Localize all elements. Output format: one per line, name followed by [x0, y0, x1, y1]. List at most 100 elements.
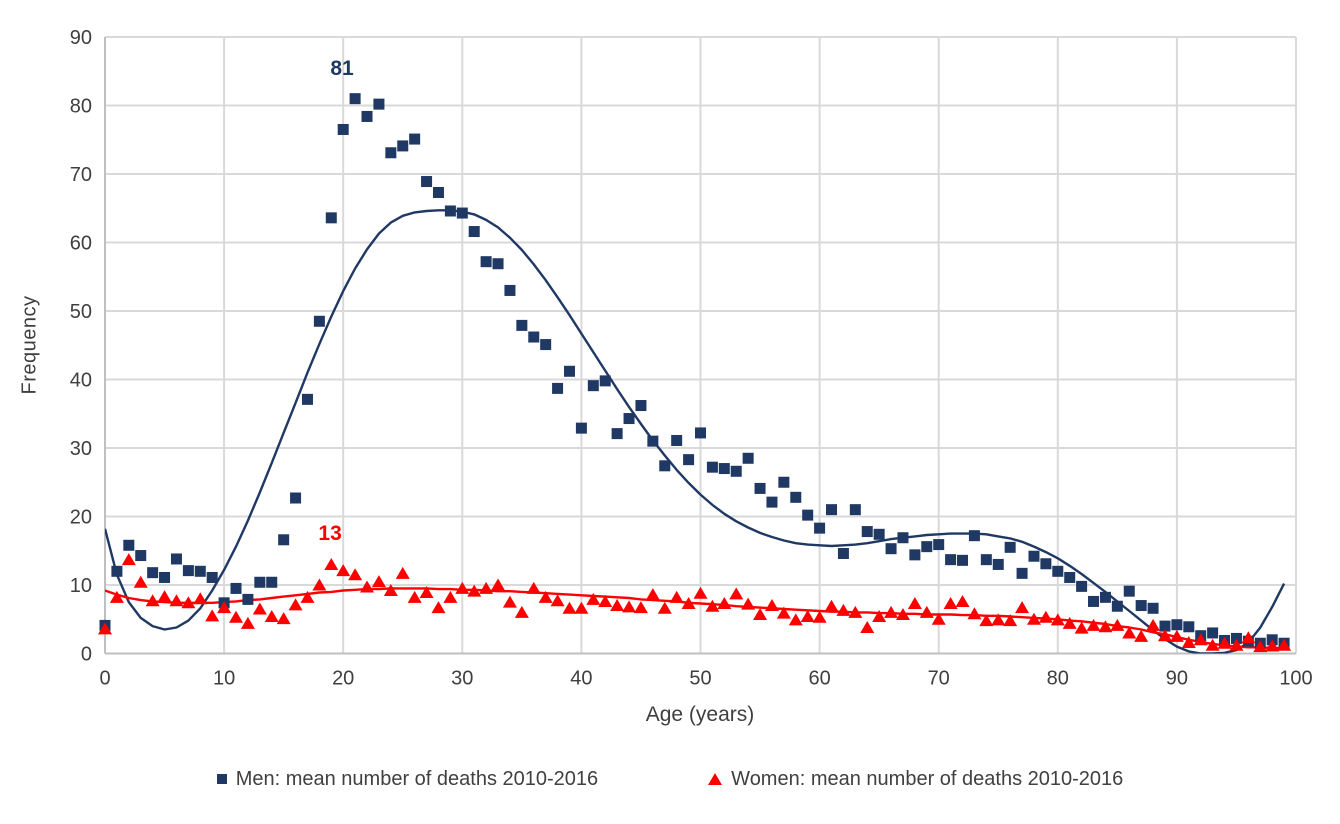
men-data-point [718, 463, 730, 475]
men-data-point [921, 541, 933, 553]
women-data-point [931, 612, 946, 625]
men-data-point [957, 554, 969, 566]
men-data-point [1099, 591, 1111, 603]
men-data-point [1111, 600, 1123, 612]
men-data-point [540, 339, 552, 351]
men-data-point [468, 226, 480, 238]
men-data-point [1016, 567, 1028, 579]
legend-label-women: Women: mean number of deaths 2010-2016 [731, 767, 1124, 790]
men-data-point [1207, 627, 1219, 639]
women-data-point [288, 598, 303, 611]
men-data-point [802, 509, 814, 521]
women-data-point [348, 568, 363, 581]
men-data-point [385, 147, 397, 159]
men-data-point [325, 212, 337, 224]
women-data-point [1146, 618, 1161, 631]
women-data-point [300, 590, 315, 603]
men-data-point [837, 547, 849, 559]
women-data-point [443, 590, 458, 603]
men-data-point [123, 539, 135, 551]
women-data-point [467, 584, 482, 597]
women-data-point [729, 587, 744, 600]
men-data-point [301, 393, 313, 405]
men-data-point [349, 93, 361, 105]
women-data-point [860, 620, 875, 633]
men-data-point [1171, 619, 1183, 631]
women-data-point [193, 592, 208, 605]
women-data-point [1157, 629, 1172, 642]
women-data-point [1241, 631, 1256, 644]
men-data-point [992, 558, 1004, 570]
women-data-point [121, 553, 136, 566]
women-data-point [419, 586, 434, 599]
men-data-point [159, 571, 171, 583]
men-data-point [790, 491, 802, 503]
women-data-point [526, 581, 541, 594]
men-data-point [337, 123, 349, 135]
men-data-point [290, 492, 302, 504]
men-data-point [480, 256, 492, 268]
women-data-point [1062, 616, 1077, 629]
y-tick-label: 40 [70, 370, 92, 392]
men-data-point [206, 571, 218, 583]
women-data-point [753, 607, 768, 620]
men-data-point [1076, 580, 1088, 592]
women-data-point [181, 596, 196, 609]
men-data-point [587, 380, 599, 392]
women-data-point [1169, 629, 1184, 642]
women-data-point [705, 599, 720, 612]
men-data-point [1004, 541, 1016, 553]
x-tick-label: 90 [1166, 668, 1188, 690]
men-data-point [361, 110, 373, 122]
women-data-point [145, 594, 160, 607]
women-data-point [514, 605, 529, 618]
women-data-point [776, 606, 791, 619]
men-data-point [695, 427, 706, 439]
women-data-point [371, 575, 386, 588]
women-data-point [538, 590, 553, 603]
legend-item-women: Women: mean number of deaths 2010-2016 [708, 768, 1123, 791]
women-data-point [788, 613, 803, 626]
y-tick-label: 30 [70, 438, 92, 460]
women-data-point [324, 557, 339, 570]
men-data-point [766, 496, 778, 508]
men-data-point [754, 482, 766, 494]
men-data-point [313, 315, 325, 327]
women-data-point [1217, 636, 1232, 649]
women-data-point [764, 599, 779, 612]
women-data-point [1086, 618, 1101, 631]
women-data-point [645, 588, 660, 601]
women-data-point [848, 605, 863, 618]
women-data-point [157, 590, 172, 603]
women-data-point [717, 596, 732, 609]
men-data-point [1183, 621, 1195, 633]
women-data-point [1265, 639, 1280, 652]
x-tick-label: 70 [928, 668, 950, 690]
men-data-point [194, 565, 206, 577]
y-tick-label: 50 [70, 301, 92, 323]
men-data-point [980, 554, 992, 566]
x-tick-label: 40 [570, 668, 592, 690]
men-data-point [814, 522, 826, 534]
men-data-point [909, 549, 921, 561]
women-data-point [360, 580, 375, 593]
x-tick-label: 80 [1047, 668, 1069, 690]
men-data-point [432, 186, 444, 198]
women-data-point [622, 600, 637, 613]
men-data-point [730, 465, 742, 477]
women-data-point [1003, 614, 1018, 627]
women-trend-line [105, 587, 1285, 650]
women-data-point [1277, 638, 1292, 651]
x-tick-label: 60 [808, 668, 830, 690]
men-data-point [742, 452, 754, 464]
men-data-point [885, 543, 897, 555]
women-data-point [264, 610, 279, 623]
men-data-point [111, 565, 123, 577]
men-data-point [623, 413, 635, 425]
women-data-point [1110, 618, 1125, 631]
women-data-point [991, 613, 1006, 626]
men-data-point [575, 422, 587, 434]
women-data-point [1098, 620, 1113, 633]
women-data-point [657, 601, 672, 614]
